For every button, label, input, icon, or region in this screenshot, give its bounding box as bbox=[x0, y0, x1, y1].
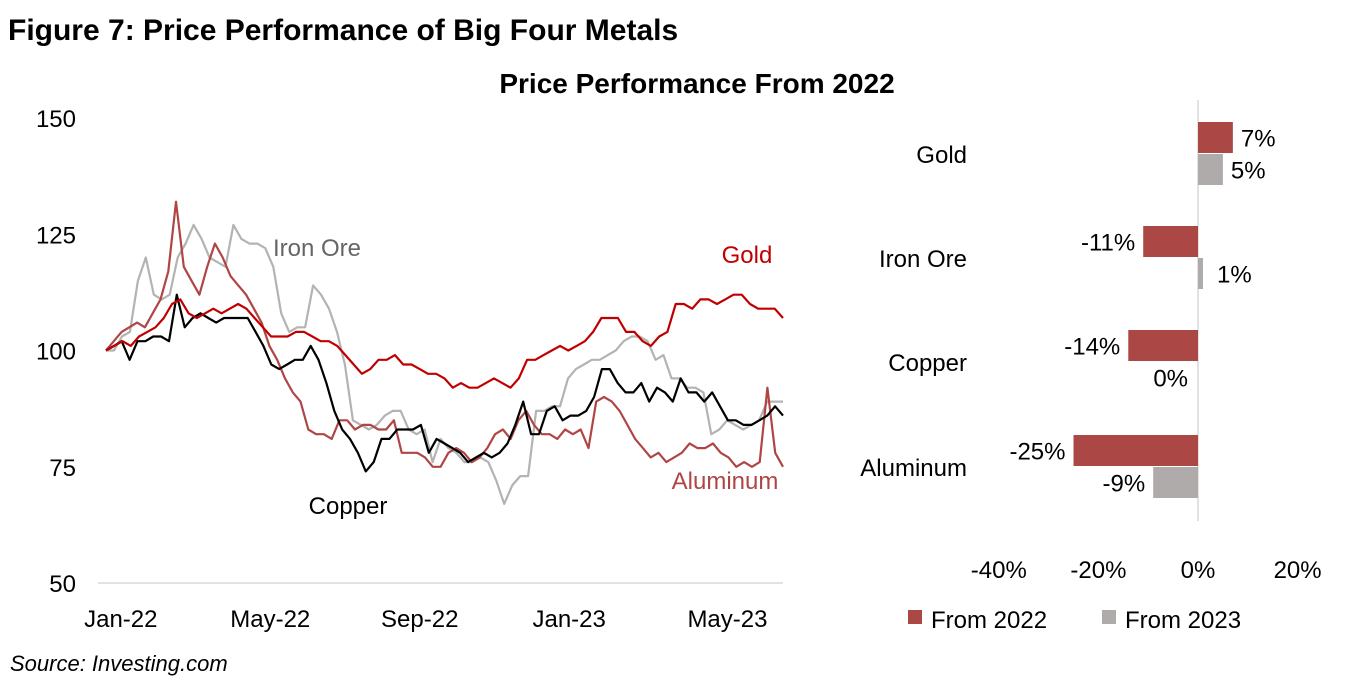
bar-value-label: -14% bbox=[1064, 334, 1120, 361]
figure-title: Figure 7: Price Performance of Big Four … bbox=[8, 14, 678, 47]
bar-from-2022 bbox=[1073, 435, 1198, 466]
y-tick-label: 75 bbox=[49, 455, 76, 482]
bar-from-2022 bbox=[1198, 122, 1233, 153]
bar-chart: Gold 7% 5% Iron Ore -11% 1% Copper -14% 0% Alumin… bbox=[860, 100, 1322, 634]
y-tick-label: 150 bbox=[36, 106, 76, 133]
category-label: Copper bbox=[888, 350, 967, 377]
series-line-gold bbox=[105, 293, 784, 389]
source-note: Source: Investing.com bbox=[10, 651, 228, 676]
y-tick-label: 100 bbox=[36, 339, 76, 366]
legend-swatch bbox=[908, 610, 922, 624]
x-tick-label: Sep-22 bbox=[381, 606, 458, 633]
series-label-aluminum: Aluminum bbox=[672, 468, 779, 495]
legend-swatch bbox=[1102, 610, 1116, 624]
y-tick-label: 50 bbox=[49, 571, 76, 598]
series-label-copper: Copper bbox=[309, 493, 388, 520]
bar-from-2022 bbox=[1128, 330, 1198, 361]
x-tick-label: Jan-23 bbox=[532, 606, 605, 633]
y-tick-label: 125 bbox=[36, 222, 76, 249]
x-tick-label: 20% bbox=[1274, 557, 1322, 584]
series-line-aluminum bbox=[105, 200, 784, 468]
x-tick-label: May-22 bbox=[230, 606, 310, 633]
line-chart: 50 75 100 125 150 Jan-22 May-22 Sep-22 Jan-23 May… bbox=[36, 106, 784, 633]
series-label-gold: Gold bbox=[722, 242, 773, 269]
bar-value-label: -9% bbox=[1102, 471, 1145, 498]
bar-value-label: 5% bbox=[1231, 158, 1266, 185]
series-line-copper bbox=[105, 293, 784, 473]
x-tick-label: 0% bbox=[1181, 557, 1216, 584]
bar-value-label: 1% bbox=[1217, 262, 1252, 289]
bar-from-2023 bbox=[1198, 154, 1223, 185]
legend-label: From 2022 bbox=[931, 607, 1047, 634]
bar-from-2022 bbox=[1143, 226, 1198, 257]
bar-value-label: -11% bbox=[1081, 230, 1135, 257]
bar-value-label: -25% bbox=[1009, 439, 1065, 466]
bar-from-2023 bbox=[1153, 467, 1198, 498]
bar-chart-title: Price Performance From 2022 bbox=[499, 68, 894, 99]
x-tick-label: Jan-22 bbox=[84, 606, 157, 633]
category-label: Gold bbox=[916, 142, 967, 169]
x-tick-label: May-23 bbox=[687, 606, 767, 633]
x-tick-label: -40% bbox=[971, 557, 1027, 584]
series-label-iron-ore: Iron Ore bbox=[273, 235, 361, 262]
category-label: Aluminum bbox=[860, 455, 967, 482]
category-label: Iron Ore bbox=[879, 246, 967, 273]
legend-label: From 2023 bbox=[1125, 607, 1241, 634]
bar-from-2023 bbox=[1198, 258, 1203, 289]
bar-value-label: 7% bbox=[1241, 126, 1276, 153]
x-tick-label: -20% bbox=[1070, 557, 1126, 584]
bar-value-label: 0% bbox=[1153, 366, 1188, 393]
